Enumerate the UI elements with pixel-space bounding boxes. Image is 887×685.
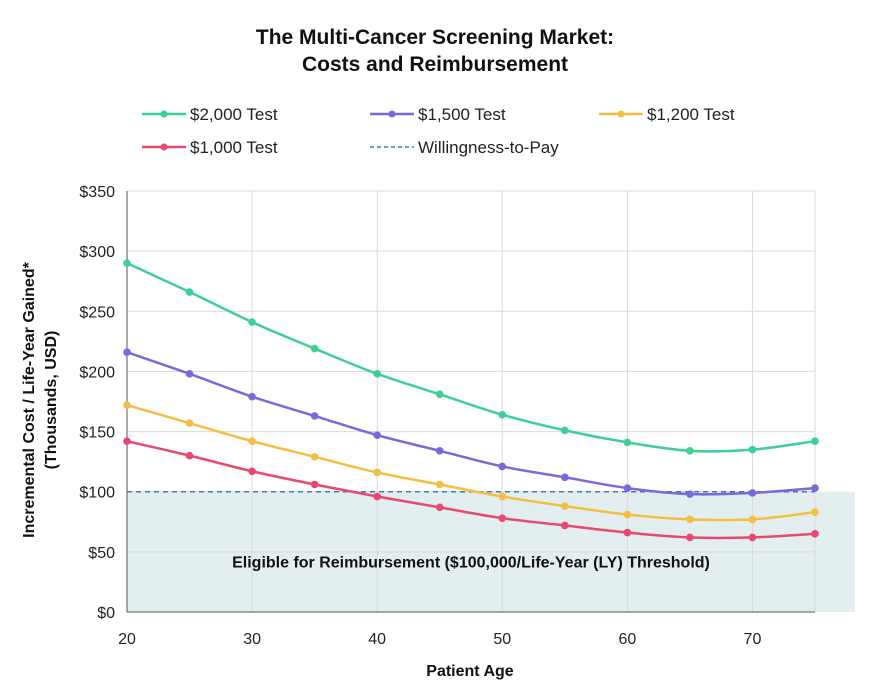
data-point [811,437,819,445]
legend: $2,000 Test $1,500 Test $1,200 Test $1,0… [142,105,735,157]
data-point [435,447,444,455]
data-point [435,390,444,399]
region-label: Eligible for Reimbursement ($100,000/Lif… [232,554,710,571]
data-point [811,508,819,516]
y-tick-label: $300 [79,244,115,261]
y-tick-label: $0 [97,605,115,622]
x-tick-label: 40 [368,631,386,648]
data-point [748,489,757,497]
y-tick-label: $150 [79,425,115,442]
data-point [561,502,569,510]
data-point [498,410,507,419]
chart-title-line-1: The Multi-Cancer Screening Market: [256,26,614,49]
data-point [748,515,757,524]
data-point [248,392,256,401]
data-point [561,426,569,435]
data-point [185,419,194,427]
legend-label-willingness-to-pay: Willingness-to-Pay [418,138,559,157]
data-point [185,451,194,460]
data-point [686,447,694,455]
x-tick-label: 30 [243,631,261,648]
data-point [811,484,819,492]
y-tick-label: $100 [79,485,115,502]
data-point [748,445,757,454]
x-tick-label: 70 [744,631,762,648]
chart-title-line-2: Costs and Reimbursement [302,53,568,76]
data-point [686,533,694,542]
data-point [498,514,507,522]
data-point [498,492,507,501]
data-point [310,453,319,461]
y-tick-label: $250 [79,304,115,321]
legend-label-1200-test: $1,200 Test [647,105,735,124]
plot-area: $0 $50 $100 $150 $200 $250 $300 $350 20 30 40 50 60 7… [79,184,855,648]
x-tick-label: 60 [618,631,636,648]
y-tick-label: $200 [79,364,115,381]
data-point [435,480,444,489]
data-point [310,480,319,489]
data-point [623,484,632,492]
data-point [373,431,381,439]
data-point [435,503,444,512]
data-point [623,438,632,447]
data-point [248,437,256,445]
data-point [123,259,131,267]
data-point [623,528,632,537]
y-tick-label: $50 [88,545,115,562]
data-point [623,510,632,519]
data-point [123,401,131,409]
legend-label-1500-test: $1,500 Test [418,105,506,124]
legend-item-1000-test: $1,000 Test [142,138,278,157]
data-point [248,467,256,476]
data-point [373,370,381,378]
data-point [811,530,819,538]
y-tick-label: $350 [79,184,115,201]
legend-item-2000-test: $2,000 Test [142,105,278,124]
data-point [748,533,757,542]
data-point [686,490,694,498]
legend-item-willingness-to-pay: Willingness-to-Pay [370,138,559,157]
data-point [310,412,319,420]
data-point [123,348,131,356]
series-line-0 [126,262,816,453]
data-point [561,521,569,530]
series-line-1 [126,351,816,496]
data-point [686,515,694,524]
data-point [185,370,194,378]
data-point [373,492,381,501]
x-tick-label: 50 [493,631,511,648]
x-tick-label: 20 [118,631,136,648]
legend-item-1200-test: $1,200 Test [599,105,735,124]
data-point [373,468,381,477]
legend-label-1000-test: $1,000 Test [190,138,278,157]
data-point [123,437,131,445]
x-axis-label: Patient Age [426,663,514,680]
legend-item-1500-test: $1,500 Test [370,105,506,124]
y-axis-label-line-1: Incremental Cost / Life-Year Gained* [21,261,38,537]
data-point [310,344,319,353]
data-point [185,288,194,296]
data-point [498,462,507,471]
legend-label-2000-test: $2,000 Test [190,105,278,124]
y-axis-label-line-2: (Thousands, USD) [43,331,60,470]
data-point [248,318,256,326]
data-point [561,473,569,482]
